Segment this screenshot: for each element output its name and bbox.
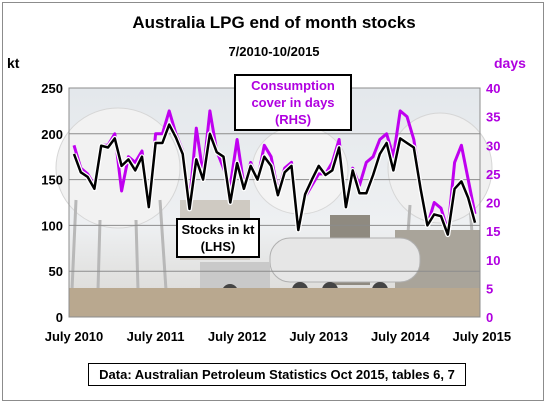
y-left-tick-label: 250 (41, 81, 63, 96)
y-left-tick-label: 100 (41, 218, 63, 233)
y-left-tick-label: 0 (56, 310, 63, 325)
y-right-tick-label: 25 (486, 167, 500, 182)
y-left-tick-label: 150 (41, 173, 63, 188)
x-tick-label: July 2011 (127, 329, 185, 344)
y-right-tick-label: 10 (486, 253, 500, 268)
y-right-tick-label: 30 (486, 138, 500, 153)
series-line-stocks (72, 123, 477, 236)
annotation-line: (LHS) (200, 239, 236, 254)
chart-title: Australia LPG end of month stocks (132, 13, 416, 32)
y-left-tick-label: 50 (49, 264, 63, 279)
y-right-tick-label: 5 (486, 281, 493, 296)
annotation-stocks: Stocks in kt (LHS) (176, 218, 260, 258)
y-right-tick-label: 0 (486, 310, 493, 325)
y-right-tick-label: 40 (486, 81, 500, 96)
annotation-line: cover in days (251, 95, 335, 110)
axes: 0 50 100 150 200 250 0 5 10 15 20 25 30 35 40 July 2010… (41, 81, 511, 344)
x-tick-label: July 2012 (208, 329, 267, 344)
annotation-line: Consumption (251, 78, 335, 93)
annotation-consumption-cover: Consumption cover in days (RHS) (234, 74, 352, 131)
y-left-tick-label: 200 (41, 127, 63, 142)
x-tick-label: July 2013 (289, 329, 348, 344)
y-axis-left-label: kt (7, 55, 20, 71)
y-right-tick-label: 15 (486, 224, 500, 239)
y-right-tick-label: 20 (486, 196, 500, 211)
y-right-tick-label: 35 (486, 110, 500, 125)
chart-subtitle: 7/2010-10/2015 (228, 44, 320, 59)
x-tick-label: July 2010 (45, 329, 104, 344)
y-axis-right-label: days (494, 55, 526, 71)
annotation-line: Stocks in kt (181, 222, 255, 237)
series-layer (71, 109, 478, 238)
x-tick-label: July 2015 (453, 329, 512, 344)
x-tick-label: July 2014 (371, 329, 430, 344)
annotation-line: (RHS) (274, 112, 312, 127)
data-source-note: Data: Australian Petroleum Statistics Oc… (88, 363, 466, 386)
